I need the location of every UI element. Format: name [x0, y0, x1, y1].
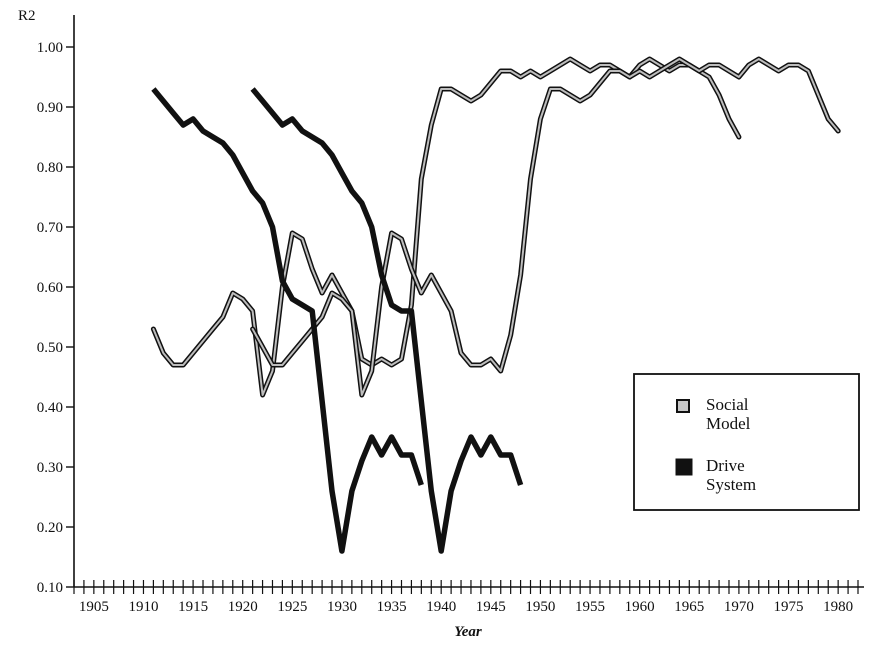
axes: 0.10 0.20 0.30 0.40 0.50 0.60 0.70 0.80 0.90 1.00…	[37, 15, 864, 615]
x-tick-label: 1905	[79, 599, 109, 615]
y-tick-label: 0.30	[37, 460, 63, 476]
x-tick-label: 1915	[178, 599, 208, 615]
y-tick-label: 0.70	[37, 220, 63, 236]
x-tick-label: 1940	[426, 599, 456, 615]
x-tick-label: 1925	[277, 599, 307, 615]
x-tick-label: 1955	[575, 599, 605, 615]
y-tick-label: 0.80	[37, 160, 63, 176]
x-tick-label: 1935	[377, 599, 407, 615]
x-tick-label: 1950	[525, 599, 555, 615]
x-axis-title: Year	[454, 624, 482, 640]
series-layer	[150, 56, 841, 554]
x-tick-label: 1930	[327, 599, 357, 615]
social-model-legend-swatch	[676, 399, 690, 413]
social-model-line-outline	[150, 56, 742, 398]
y-tick-label: 0.20	[37, 520, 63, 536]
legend-box	[633, 373, 860, 511]
legend-label: Social	[706, 395, 749, 414]
social-model-line	[251, 58, 840, 396]
x-tick-label: 1970	[724, 599, 754, 615]
drive-system-line	[151, 87, 424, 554]
y-tick-label: 0.50	[37, 340, 63, 356]
social-model-line	[152, 58, 740, 396]
y-tick-label: 1.00	[37, 40, 63, 56]
y-tick-label: 0.10	[37, 580, 63, 596]
drive-system-legend-swatch	[675, 458, 693, 476]
y-tick-label: 0.90	[37, 100, 63, 116]
legend-label: Model	[706, 414, 751, 433]
drive-system-line	[250, 87, 524, 554]
legend-label: System	[706, 475, 756, 494]
social-model-line-outline	[250, 56, 841, 398]
x-tick-label: 1960	[625, 599, 655, 615]
x-tick-label: 1965	[674, 599, 704, 615]
x-tick-label: 1945	[476, 599, 506, 615]
x-tick-label: 1910	[128, 599, 158, 615]
y-axis-title: R2	[18, 8, 36, 24]
legend-label: Drive	[706, 456, 745, 475]
x-tick-label: 1975	[774, 599, 804, 615]
x-tick-label: 1920	[228, 599, 258, 615]
y-tick-label: 0.60	[37, 280, 63, 296]
y-tick-label: 0.40	[37, 400, 63, 416]
x-tick-label: 1980	[823, 599, 853, 615]
